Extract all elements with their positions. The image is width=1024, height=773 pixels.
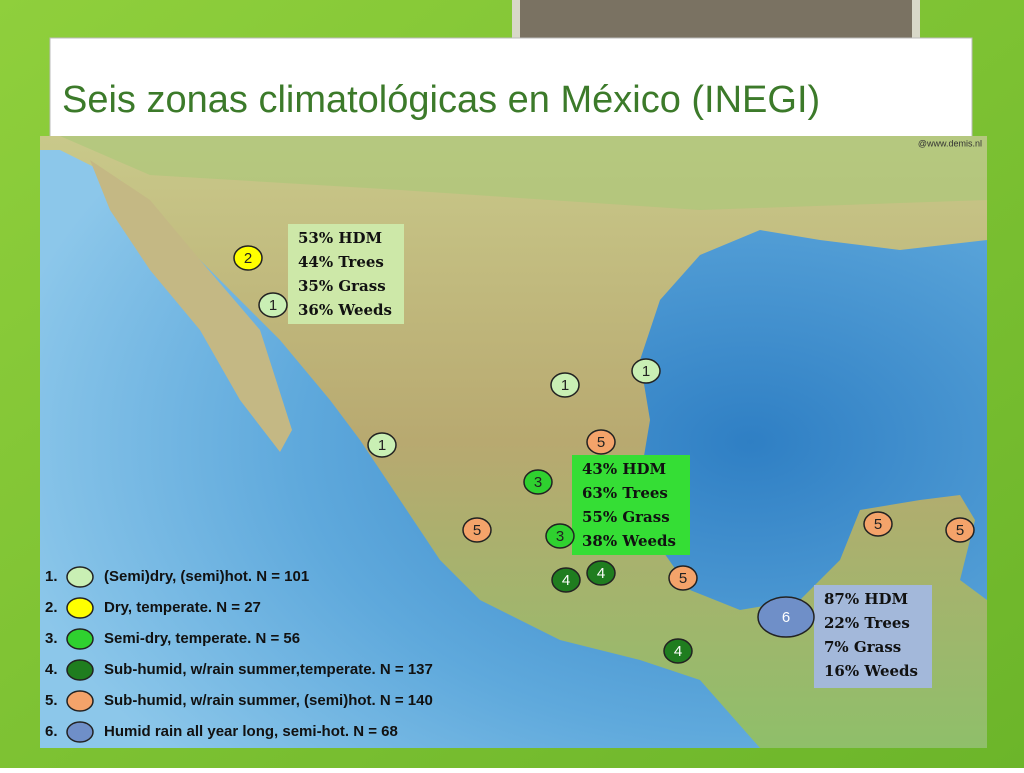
legend-text: Sub-humid, w/rain summer, (semi)hot. N =…: [104, 692, 433, 709]
info-line: 38% Weeds: [582, 532, 676, 550]
legend-text: (Semi)dry, (semi)hot. N = 101: [104, 568, 309, 585]
legend-number: 1.: [45, 568, 58, 585]
zone-marker: [523, 469, 553, 495]
zone-marker: [631, 358, 661, 384]
legend-text: Dry, temperate. N = 27: [104, 599, 261, 616]
credit: @www.demis.nl: [918, 138, 982, 148]
info-line: 36% Weeds: [298, 301, 392, 319]
title-panel: [49, 37, 973, 139]
marker-label: 5: [473, 522, 481, 539]
zone-marker: [586, 560, 616, 586]
info-box: [288, 224, 404, 324]
zone-marker: [550, 372, 580, 398]
zone-marker: [757, 596, 815, 638]
legend-swatch: [66, 659, 94, 681]
zone-marker: [551, 567, 581, 593]
marker-label: 4: [597, 565, 605, 582]
legend-text: Sub-humid, w/rain summer,temperate. N = …: [104, 661, 433, 678]
legend-number: 3.: [45, 630, 58, 647]
north-lowlands: [60, 136, 987, 210]
zone-marker: [668, 565, 698, 591]
legend-swatch: [66, 597, 94, 619]
info-line: 22% Trees: [824, 614, 910, 632]
info-line: 63% Trees: [582, 484, 668, 502]
marker-label: 4: [674, 643, 682, 660]
info-line: 35% Grass: [298, 277, 386, 295]
legend-swatch: [66, 566, 94, 588]
legend-swatch: [66, 721, 94, 743]
zone-marker: [367, 432, 397, 458]
legend-number: 6.: [45, 723, 58, 740]
info-box: [814, 585, 932, 688]
zone-marker: [545, 523, 575, 549]
zone-marker: [663, 638, 693, 664]
zone-marker: [233, 245, 263, 271]
mainland: [40, 136, 987, 748]
marker-label: 1: [642, 363, 650, 380]
marker-label: 2: [244, 250, 252, 267]
marker-label: 5: [874, 516, 882, 533]
marker-label: 1: [378, 437, 386, 454]
title: Seis zonas climatológicas en México (INE…: [62, 79, 820, 121]
info-box: [572, 455, 690, 555]
info-line: 53% HDM: [298, 229, 382, 247]
zone-marker: [863, 511, 893, 537]
marker-label: 5: [597, 434, 605, 451]
marker-label: 5: [679, 570, 687, 587]
legend-text: Humid rain all year long, semi-hot. N = …: [104, 723, 398, 740]
info-line: 55% Grass: [582, 508, 670, 526]
marker-label: 5: [956, 522, 964, 539]
baja-california: [90, 160, 292, 452]
info-line: 16% Weeds: [824, 662, 918, 680]
marker-label: 1: [269, 297, 277, 314]
legend-number: 2.: [45, 599, 58, 616]
legend-swatch: [66, 690, 94, 712]
legend-number: 5.: [45, 692, 58, 709]
zone-marker: [945, 517, 975, 543]
info-line: 87% HDM: [824, 590, 908, 608]
marker-label: 1: [561, 377, 569, 394]
marker-label: 4: [562, 572, 570, 589]
marker-label: 3: [534, 474, 542, 491]
legend-number: 4.: [45, 661, 58, 678]
zone-marker: [258, 292, 288, 318]
legend-text: Semi-dry, temperate. N = 56: [104, 630, 300, 647]
legend-swatch: [66, 628, 94, 650]
info-line: 44% Trees: [298, 253, 384, 271]
info-line: 7% Grass: [824, 638, 901, 656]
zone-marker: [462, 517, 492, 543]
marker-label: 3: [556, 528, 564, 545]
zone-marker: [586, 429, 616, 455]
info-line: 43% HDM: [582, 460, 666, 478]
marker-label: 6: [782, 609, 790, 626]
